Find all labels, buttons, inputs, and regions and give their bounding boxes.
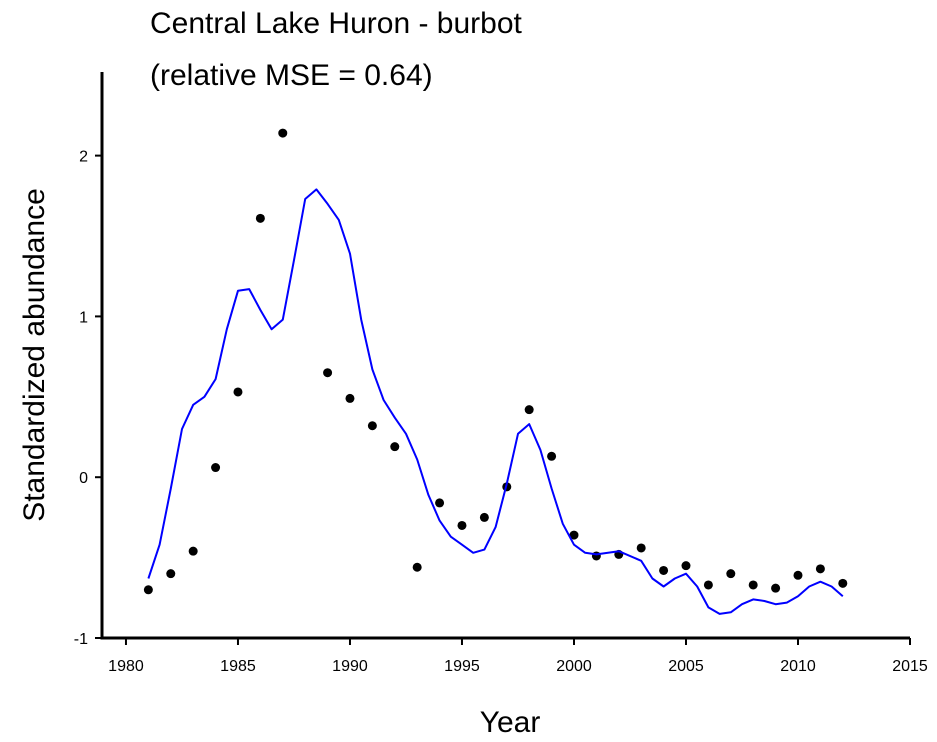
data-point [703,580,713,590]
chart-title: Central Lake Huron - burbot [150,7,523,40]
data-point [255,213,265,223]
data-point [323,368,333,378]
data-point [815,564,825,574]
y-tick-label: 0 [79,470,88,487]
x-tick-label: 2015 [892,658,928,675]
data-point [636,543,646,553]
data-point [435,498,445,508]
fit-line [147,188,844,615]
chart-subtitle: (relative MSE = 0.64) [150,59,433,92]
data-point [188,546,198,556]
y-axis-label: Standardized abundance [18,188,51,522]
y-tick-label: 2 [79,149,88,166]
data-point [211,463,221,473]
data-point [278,128,288,138]
data-point [726,569,736,579]
data-point [591,551,601,561]
x-tick-label: 1985 [220,658,256,675]
x-tick-label: 2005 [668,658,704,675]
x-tick-label: 2010 [780,658,816,675]
data-point [748,580,758,590]
data-point [345,393,355,403]
data-point [793,570,803,580]
data-point [547,451,557,461]
x-tick-label: 2000 [556,658,592,675]
data-point [681,561,691,571]
data-point [233,387,243,397]
x-axis-label: Year [480,706,541,739]
data-point [479,512,489,522]
x-tick-label: 1980 [108,658,144,675]
data-point [771,583,781,593]
data-point [457,520,467,530]
data-point [659,565,669,575]
data-point [524,405,534,415]
data-point [166,569,176,579]
data-point [143,585,153,595]
y-tick-label: -1 [74,631,88,648]
x-tick-label: 1995 [444,658,480,675]
data-point [367,421,377,431]
data-point [569,530,579,540]
data-point [838,578,848,588]
data-point [390,442,400,452]
y-tick-label: 1 [79,309,88,326]
data-point [412,562,422,572]
x-tick-label: 1990 [332,658,368,675]
